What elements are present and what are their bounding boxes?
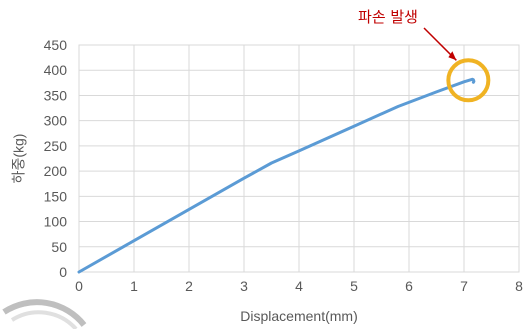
y-tick-label: 400 — [44, 62, 68, 78]
annotation-arrowhead — [448, 51, 457, 61]
y-tick-label: 350 — [44, 87, 68, 103]
x-tick-label: 4 — [295, 278, 303, 294]
x-tick-label: 6 — [405, 278, 413, 294]
annotation-layer: 파손 발생 — [358, 8, 491, 103]
x-tick-label: 5 — [350, 278, 358, 294]
x-tick-label: 1 — [130, 278, 138, 294]
y-tick-label: 300 — [44, 113, 68, 129]
decor-arc-inner — [10, 310, 78, 329]
y-tick-label: 0 — [59, 264, 67, 280]
y-tick-label: 50 — [51, 239, 67, 255]
x-axis-title: Displacement(mm) — [240, 308, 357, 324]
x-tick-label: 0 — [75, 278, 83, 294]
x-tick-label: 3 — [240, 278, 248, 294]
y-tick-label: 150 — [44, 188, 68, 204]
vertical-gridlines — [78, 45, 520, 272]
x-tick-labels: 0 1 2 3 4 5 6 7 8 — [75, 278, 523, 294]
y-tick-label: 250 — [44, 138, 68, 154]
x-tick-label: 7 — [460, 278, 468, 294]
y-tick-label: 200 — [44, 163, 68, 179]
x-tick-label: 8 — [515, 278, 523, 294]
y-tick-label: 100 — [44, 214, 68, 230]
failure-marker-circle — [446, 58, 491, 103]
series-layer — [77, 77, 476, 274]
x-tick-label: 2 — [185, 278, 193, 294]
series-line — [77, 77, 476, 274]
y-tick-label: 450 — [44, 37, 68, 53]
annotation-label: 파손 발생 — [358, 8, 418, 26]
y-axis-title: 하중(kg) — [11, 134, 27, 184]
plot-area-frame — [78, 44, 520, 273]
y-tick-labels: 0 50 100 150 200 250 300 350 400 450 — [44, 37, 68, 280]
corner-decoration — [2, 299, 87, 329]
decor-arc-outer — [2, 299, 87, 327]
